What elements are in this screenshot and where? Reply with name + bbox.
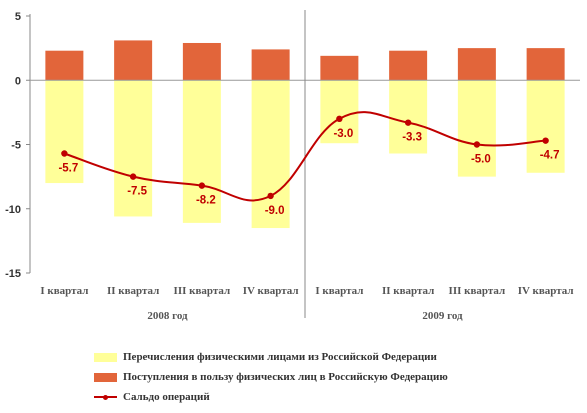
balance-data-label-1: -5.7 xyxy=(58,162,78,174)
bar-transfers-out-4 xyxy=(251,80,290,229)
balance-point-5 xyxy=(336,115,343,123)
balance-point-2 xyxy=(129,173,137,180)
bar-receipts-in-7 xyxy=(457,48,496,81)
bar-transfers-out-2 xyxy=(114,80,153,217)
bar-transfers-out-7 xyxy=(457,80,496,177)
y-tick-label: 5 xyxy=(15,11,21,23)
y-tick-label: -5 xyxy=(11,140,21,152)
balance-data-label-6: -3.3 xyxy=(402,132,422,144)
balance-data-label-4: -9.0 xyxy=(265,205,285,217)
legend-item-receipts-in: Поступления в пользу физических лиц в Ро… xyxy=(94,367,448,387)
balance-data-label-2: -7.5 xyxy=(127,186,147,198)
balance-data-label-7: -5.0 xyxy=(471,154,491,166)
legend-label-balance: Сальдо операций xyxy=(123,391,210,403)
bar-receipts-in-2 xyxy=(114,40,153,81)
bar-receipts-in-8 xyxy=(526,48,565,81)
bar-receipts-in-3 xyxy=(182,42,221,81)
bar-receipts-in-5 xyxy=(320,55,359,81)
legend-swatch-balance xyxy=(94,393,117,402)
legend-swatch-receipts-in xyxy=(94,372,117,382)
balance-line xyxy=(64,111,546,202)
legend-swatch-transfers-out xyxy=(94,352,117,362)
bar-receipts-in-1 xyxy=(45,50,84,81)
balance-point-4 xyxy=(267,192,274,200)
x-tick-label: I квартал xyxy=(40,285,88,297)
x-tick-label: IV квартал xyxy=(518,285,574,297)
balance-point-6 xyxy=(404,119,412,126)
legend: Перечисления физическими лицами из Росси… xyxy=(94,347,448,407)
x-tick-label: III квартал xyxy=(449,285,506,297)
bar-transfers-out-1 xyxy=(45,80,84,184)
legend-label-receipts-in: Поступления в пользу физических лиц в Ро… xyxy=(123,371,448,383)
bar-transfers-out-3 xyxy=(182,80,221,223)
balance-point-1 xyxy=(61,150,68,157)
year-label: 2008 год xyxy=(147,310,188,322)
year-label: 2009 год xyxy=(422,310,463,322)
y-tick-label: -15 xyxy=(5,268,21,280)
balance-point-7 xyxy=(473,141,481,148)
balance-point-8 xyxy=(542,137,549,144)
bar-transfers-out-6 xyxy=(389,80,428,154)
bar-receipts-in-6 xyxy=(389,50,428,81)
legend-item-transfers-out: Перечисления физическими лицами из Росси… xyxy=(94,347,448,367)
x-tick-label: II квартал xyxy=(382,285,434,297)
balance-point-3 xyxy=(198,182,206,189)
bar-transfers-out-8 xyxy=(526,80,565,173)
bar-transfers-out-5 xyxy=(320,80,359,144)
bar-receipts-in-4 xyxy=(251,49,290,81)
legend-item-balance: Сальдо операций xyxy=(94,387,448,407)
x-tick-label: I квартал xyxy=(315,285,363,297)
x-tick-label: IV квартал xyxy=(243,285,299,297)
x-tick-label: II квартал xyxy=(107,285,159,297)
balance-data-label-8: -4.7 xyxy=(540,150,560,162)
y-tick-label: 0 xyxy=(15,75,21,87)
balance-data-label-3: -8.2 xyxy=(196,195,216,207)
y-tick-label: -10 xyxy=(5,204,21,216)
x-tick-label: III квартал xyxy=(174,285,231,297)
legend-label-transfers-out: Перечисления физическими лицами из Росси… xyxy=(123,351,437,363)
balance-data-label-5: -3.0 xyxy=(333,128,353,140)
